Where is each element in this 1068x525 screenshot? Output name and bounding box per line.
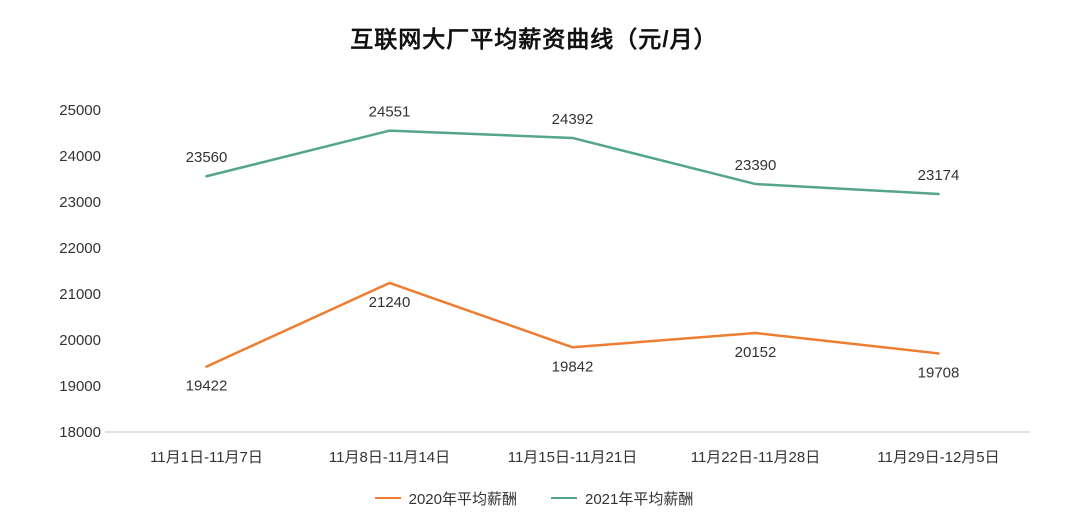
y-axis-tick-label: 22000 xyxy=(59,240,101,257)
y-axis-tick-label: 21000 xyxy=(59,286,101,303)
series-data-label: 19422 xyxy=(186,378,228,395)
x-axis-category-label: 11月1日-11月7日 xyxy=(150,449,263,466)
series-data-label: 20152 xyxy=(735,344,777,361)
x-axis-category-label: 11月15日-11月21日 xyxy=(508,449,638,466)
series-data-label: 19708 xyxy=(918,364,960,381)
series-data-label: 23560 xyxy=(186,149,228,166)
chart-area: 18000 19000 20000 21000 22000 23000 24000 25000… xyxy=(0,60,1068,480)
series-data-label: 23174 xyxy=(918,167,960,184)
line-chart-svg: 18000 19000 20000 21000 22000 23000 24000 25000… xyxy=(59,102,1030,466)
series-data-label: 24392 xyxy=(552,111,594,128)
series-line-1 xyxy=(205,129,940,196)
chart-legend: 2020年平均薪酬 2021年平均薪酬 xyxy=(0,480,1068,516)
legend-item-2020: 2020年平均薪酬 xyxy=(374,488,517,509)
x-axis-category-label: 11月22日-11月28日 xyxy=(691,449,821,466)
series-data-label: 21240 xyxy=(369,294,411,311)
legend-line-swatch-2020 xyxy=(374,497,401,499)
legend-item-2021: 2021年平均薪酬 xyxy=(551,488,693,509)
legend-line-swatch-2021 xyxy=(551,497,577,499)
series-data-label: 23390 xyxy=(735,157,777,174)
legend-label-2021: 2021年平均薪酬 xyxy=(585,490,694,508)
series-data-label: 24551 xyxy=(369,104,411,121)
series-data-label: 19842 xyxy=(552,358,594,375)
x-axis-category-label: 11月8日-11月14日 xyxy=(329,449,450,466)
x-axis-category-label: 11月29日-12月5日 xyxy=(877,449,999,466)
series-line-0 xyxy=(205,281,940,368)
y-axis-tick-label: 25000 xyxy=(59,102,101,119)
y-axis-tick-label: 18000 xyxy=(59,424,101,441)
y-axis-tick-label: 20000 xyxy=(59,332,101,349)
legend-label-2020: 2020年平均薪酬 xyxy=(408,490,517,508)
chart-title: 互联网大厂平均薪资曲线（元/月） xyxy=(350,26,718,52)
y-axis-tick-label: 19000 xyxy=(59,378,101,395)
y-axis-tick-label: 23000 xyxy=(59,194,101,211)
y-axis-tick-label: 24000 xyxy=(59,148,101,165)
